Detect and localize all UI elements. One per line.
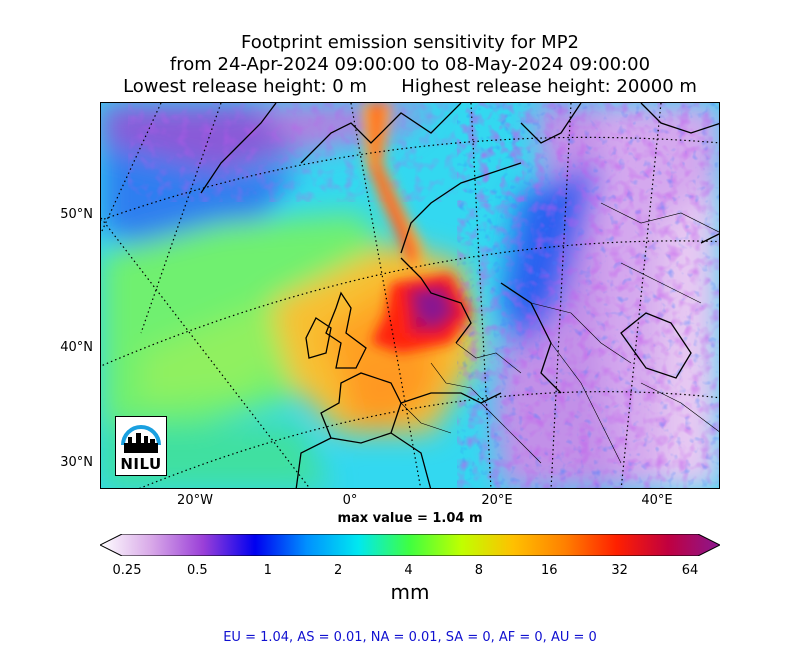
- lon-label-0: 0°: [342, 493, 358, 508]
- lat-label-30n: 30°N: [60, 455, 93, 470]
- nilu-logo: NILU: [115, 416, 167, 476]
- colorbar: [100, 534, 720, 556]
- colorbar-scale: [100, 534, 720, 556]
- colorbar-tick-6: 16: [540, 563, 558, 578]
- lon-label-40e: 40°E: [641, 493, 673, 508]
- nilu-logo-icon: [121, 425, 161, 453]
- nilu-logo-text: NILU: [120, 455, 162, 473]
- max-value-label: max value = 1.04 m: [337, 511, 483, 526]
- colorbar-tick-5: 8: [474, 563, 484, 578]
- colorbar-tick-4: 4: [404, 563, 413, 578]
- graticule: [101, 103, 719, 488]
- lon-label-20e: 20°E: [481, 493, 513, 508]
- title-line-2: from 24-Apr-2024 09:00:00 to 08-May-2024…: [169, 54, 651, 75]
- texture-north: [161, 103, 491, 193]
- borders: [400, 202, 719, 464]
- lat-label-40n: 40°N: [60, 340, 93, 355]
- colorbar-tick-8: 64: [681, 563, 699, 578]
- colorbar-tick-1: 0.5: [187, 563, 208, 578]
- map-svg: [101, 103, 719, 488]
- region-summary: EU = 1.04, AS = 0.01, NA = 0.01, SA = 0,…: [223, 630, 597, 645]
- texture-east-blue: [481, 103, 719, 488]
- colorbar-tick-0: 0.25: [112, 563, 142, 578]
- hotspot: [371, 273, 471, 353]
- colorbar-tick-3: 2: [333, 563, 343, 578]
- lon-label-20w: 20°W: [177, 493, 213, 508]
- colorbar-tick-7: 32: [611, 563, 628, 578]
- map-panel[interactable]: [100, 102, 720, 489]
- title-line-3: Lowest release height: 0 m Highest relea…: [123, 76, 697, 97]
- colorbar-unit: mm: [390, 580, 430, 604]
- colorbar-tick-2: 1: [263, 563, 272, 578]
- lat-label-50n: 50°N: [60, 207, 93, 222]
- title-line-1: Footprint emission sensitivity for MP2: [240, 32, 579, 53]
